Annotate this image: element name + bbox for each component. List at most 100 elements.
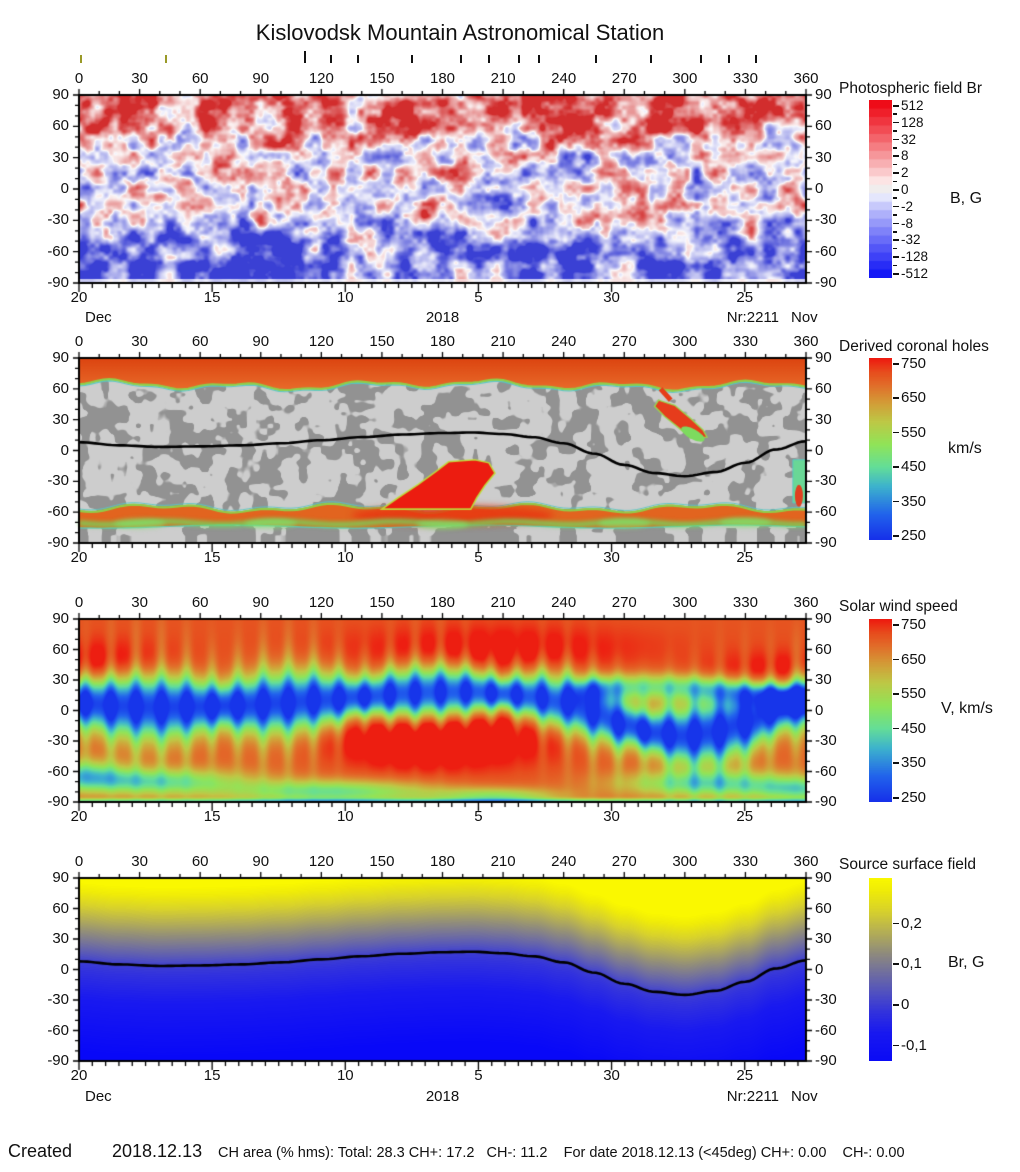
lat-tick-label-left: -30 bbox=[47, 211, 69, 229]
lat-tick-label-right: -90 bbox=[815, 1052, 837, 1069]
lon-tick-label: 180 bbox=[429, 594, 456, 611]
lon-tick-label: 120 bbox=[308, 594, 334, 611]
colorbar-tick bbox=[893, 138, 899, 141]
colorbar-tick bbox=[893, 231, 897, 233]
date-tick-label: 20 bbox=[70, 1067, 88, 1084]
date-tick-label: 15 bbox=[203, 1067, 221, 1084]
lon-tick-label: 120 bbox=[308, 70, 334, 87]
lon-tick-label: 30 bbox=[131, 853, 148, 870]
colorbar-tick bbox=[893, 239, 899, 241]
lat-tick-label-right: 90 bbox=[815, 86, 832, 103]
lon-tick-label: 240 bbox=[551, 70, 577, 87]
lat-tick-label-right: 30 bbox=[815, 671, 832, 688]
date-tick-label: 5 bbox=[474, 1067, 483, 1084]
lon-tick-label: 330 bbox=[732, 853, 758, 870]
lat-tick-label-right: 0 bbox=[815, 960, 824, 978]
colorbar-tick-label: 512 bbox=[901, 98, 924, 113]
date-tick-label: 30 bbox=[603, 549, 620, 566]
lat-tick-label-left: 30 bbox=[52, 930, 69, 947]
date-tick-label: 15 bbox=[203, 808, 221, 825]
lat-tick-label-left: 60 bbox=[52, 117, 69, 135]
lat-tick-label-left: -60 bbox=[47, 1021, 69, 1039]
lat-tick-label-right: -60 bbox=[815, 762, 837, 780]
lat-tick-label-right: 90 bbox=[815, 349, 832, 366]
date-tick-label: 10 bbox=[336, 289, 354, 306]
observation-tick bbox=[80, 55, 83, 63]
lon-tick-label: 330 bbox=[732, 594, 758, 611]
date-tick-label: 30 bbox=[603, 1067, 620, 1084]
colorbar-tick-label: 450 bbox=[901, 719, 927, 737]
colorbar-tick bbox=[893, 1044, 899, 1047]
colorbar-tick bbox=[893, 189, 899, 191]
lon-tick-label: 270 bbox=[611, 853, 637, 870]
rotation-number-label: Nr:2211 bbox=[726, 309, 779, 326]
lat-tick-label-left: -90 bbox=[47, 1052, 69, 1069]
lon-tick-label: 360 bbox=[793, 333, 819, 350]
lon-tick-label: 240 bbox=[551, 333, 577, 350]
date-tick-label: 25 bbox=[736, 549, 754, 566]
colorbar-title-coronal-holes: Derived coronal holes bbox=[839, 338, 989, 355]
observation-tick bbox=[538, 55, 541, 63]
date-tick-label: 25 bbox=[736, 808, 754, 825]
lon-tick-label: 120 bbox=[308, 333, 334, 350]
lat-tick-label-right: 90 bbox=[815, 610, 832, 627]
colorbar-tick-label: -512 bbox=[901, 266, 929, 281]
colorbar-tick-label: 450 bbox=[901, 458, 927, 476]
lat-tick-label-right: 0 bbox=[815, 180, 824, 197]
colorbar-title-source-surface: Source surface field bbox=[839, 856, 976, 873]
colorbar-tick bbox=[893, 214, 897, 216]
lat-tick-label-right: -30 bbox=[815, 991, 837, 1008]
lon-tick-label: 210 bbox=[490, 333, 516, 350]
colorbar-tick bbox=[893, 121, 899, 124]
lat-tick-label-left: 90 bbox=[52, 349, 69, 366]
date-tick-label: 20 bbox=[70, 289, 88, 306]
colorbar-tick bbox=[893, 197, 897, 199]
colorbar-tick-label: 750 bbox=[901, 355, 927, 372]
rotation-number-label: Nr:2211 bbox=[726, 1088, 779, 1105]
lat-tick-label-right: -30 bbox=[815, 472, 837, 490]
solar-wind-speed-map bbox=[67, 607, 818, 814]
lon-tick-label: 360 bbox=[793, 70, 819, 87]
lat-tick-label-left: 90 bbox=[52, 610, 69, 627]
colorbar-tick bbox=[893, 963, 899, 965]
date-tick-label: 10 bbox=[336, 1067, 354, 1084]
colorbar-tick-label: 250 bbox=[901, 789, 927, 806]
lon-tick-label: 150 bbox=[369, 594, 395, 611]
colorbar-tick-label: 550 bbox=[901, 685, 927, 703]
lon-tick-label: 210 bbox=[490, 594, 516, 611]
colorbar-tick bbox=[893, 431, 899, 434]
lat-tick-label-right: 60 bbox=[815, 117, 832, 135]
lon-tick-label: 360 bbox=[793, 853, 819, 870]
lat-tick-label-right: 60 bbox=[815, 899, 832, 917]
colorbar-tick-label: -128 bbox=[901, 249, 929, 265]
lat-tick-label-left: 60 bbox=[52, 379, 69, 397]
lat-tick-label-left: 60 bbox=[52, 899, 69, 917]
lon-tick-label: 270 bbox=[611, 70, 637, 87]
colorbar-tick bbox=[893, 130, 897, 132]
observation-tick bbox=[518, 55, 521, 63]
lat-tick-label-right: 0 bbox=[815, 701, 824, 719]
year-label: 2018 bbox=[425, 309, 460, 326]
colorbar-tick bbox=[893, 1004, 899, 1006]
observation-tick bbox=[754, 55, 757, 63]
colorbar-tick-label: 550 bbox=[901, 423, 927, 441]
colorbar-tick bbox=[893, 172, 899, 174]
colorbar-tick bbox=[893, 273, 899, 275]
lon-tick-label: 330 bbox=[732, 333, 758, 350]
colorbar-tick bbox=[893, 500, 899, 503]
lon-tick-label: 210 bbox=[490, 70, 516, 87]
lon-tick-label: 30 bbox=[131, 70, 148, 87]
colorbar-tick-label: -0,1 bbox=[901, 1036, 927, 1054]
colorbar-tick-label: 32 bbox=[901, 131, 917, 147]
observation-tick bbox=[356, 55, 359, 63]
lat-tick-label-right: -90 bbox=[815, 793, 837, 810]
coronal-holes-map bbox=[67, 346, 818, 555]
colorbar-tick bbox=[893, 105, 899, 107]
date-tick-label: 5 bbox=[474, 549, 483, 566]
unit-label-v-km-s: V, km/s bbox=[941, 700, 993, 717]
colorbar-tick bbox=[893, 155, 899, 157]
observation-tick bbox=[164, 55, 167, 63]
colorbar-tick-label: 750 bbox=[901, 616, 927, 633]
colorbar-tick bbox=[893, 693, 899, 695]
observation-tick bbox=[304, 51, 307, 63]
